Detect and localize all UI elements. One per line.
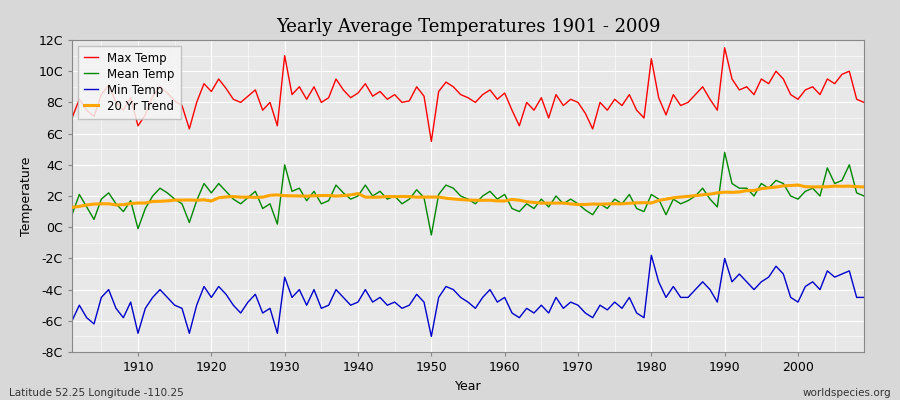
Max Temp xyxy=(859,100,869,105)
Legend: Max Temp, Mean Temp, Min Temp, 20 Yr Trend: Max Temp, Mean Temp, Min Temp, 20 Yr Tre… xyxy=(78,46,181,118)
Mean Temp xyxy=(330,183,341,188)
Line: 20 Yr Trend: 20 Yr Trend xyxy=(72,185,864,207)
Text: Latitude 52.25 Longitude -110.25: Latitude 52.25 Longitude -110.25 xyxy=(9,388,184,398)
X-axis label: Year: Year xyxy=(454,380,482,392)
20 Yr Trend xyxy=(588,202,598,206)
Min Temp xyxy=(646,253,657,258)
Y-axis label: Temperature: Temperature xyxy=(20,156,32,236)
20 Yr Trend xyxy=(286,194,297,198)
Min Temp xyxy=(426,334,436,339)
Max Temp xyxy=(67,116,77,120)
20 Yr Trend xyxy=(67,205,77,210)
Mean Temp xyxy=(286,189,297,194)
Max Temp xyxy=(507,108,517,113)
Mean Temp xyxy=(426,232,436,237)
Min Temp xyxy=(507,310,517,315)
Text: worldspecies.org: worldspecies.org xyxy=(803,388,891,398)
Mean Temp xyxy=(719,150,730,155)
20 Yr Trend xyxy=(859,184,869,189)
Min Temp xyxy=(67,318,77,323)
Min Temp xyxy=(859,295,869,300)
20 Yr Trend xyxy=(125,201,136,206)
Mean Temp xyxy=(500,192,510,197)
Line: Mean Temp: Mean Temp xyxy=(72,152,864,235)
Mean Temp xyxy=(507,206,517,211)
20 Yr Trend xyxy=(793,183,804,188)
Mean Temp xyxy=(595,201,606,206)
20 Yr Trend xyxy=(330,194,341,198)
Mean Temp xyxy=(125,198,136,203)
Line: Min Temp: Min Temp xyxy=(72,255,864,336)
Max Temp xyxy=(330,77,341,82)
Max Temp xyxy=(719,45,730,50)
Mean Temp xyxy=(859,194,869,198)
Min Temp xyxy=(500,295,510,300)
Mean Temp xyxy=(67,212,77,217)
Min Temp xyxy=(125,300,136,304)
Min Temp xyxy=(330,287,341,292)
Line: Max Temp: Max Temp xyxy=(72,48,864,141)
Max Temp xyxy=(595,100,606,105)
Max Temp xyxy=(286,92,297,97)
Max Temp xyxy=(500,91,510,96)
Max Temp xyxy=(125,95,136,100)
20 Yr Trend xyxy=(492,198,503,203)
Max Temp xyxy=(426,139,436,144)
Min Temp xyxy=(595,303,606,308)
Title: Yearly Average Temperatures 1901 - 2009: Yearly Average Temperatures 1901 - 2009 xyxy=(275,18,661,36)
Min Temp xyxy=(286,295,297,300)
20 Yr Trend xyxy=(500,198,510,203)
